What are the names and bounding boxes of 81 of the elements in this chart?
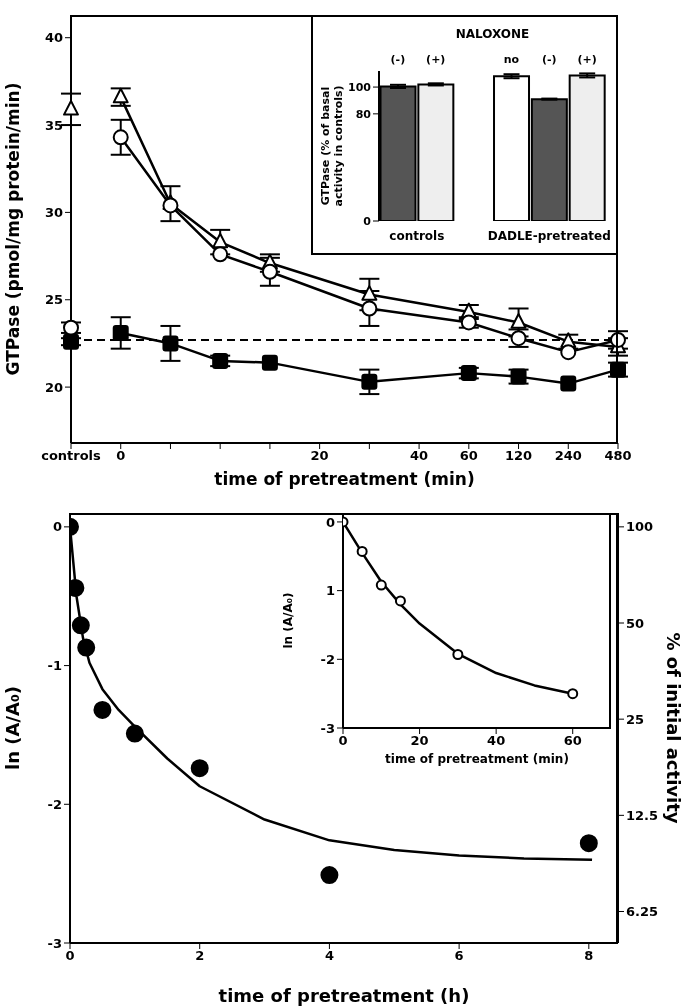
- x-tick-label: 40: [487, 733, 506, 749]
- x-tick-label: 480: [604, 448, 632, 464]
- x-tick-label: 120: [504, 448, 533, 464]
- x-tick-label: 8: [584, 948, 594, 964]
- x-tick-label: (+): [577, 53, 597, 66]
- x-tick-label: controls: [41, 448, 102, 464]
- x-tick-label: 240: [554, 448, 582, 464]
- point: [212, 246, 229, 263]
- x-tick-label: 20: [410, 733, 429, 749]
- x-axis-title: time of pretreatment (min): [214, 469, 475, 489]
- point: [212, 232, 229, 249]
- y-axis-title: ln (A/A₀): [281, 592, 296, 649]
- x-tick-label: 40: [410, 448, 429, 464]
- x-tick-label: 0: [116, 448, 126, 464]
- point: [162, 197, 179, 214]
- point: [261, 263, 278, 280]
- y-tick-label: 30: [44, 205, 63, 221]
- y-axis-title: GTPase (pmol/mg protein/min): [3, 82, 24, 376]
- x-tick-label: 0: [338, 733, 348, 749]
- point: [452, 649, 464, 660]
- x-tick-label: (-): [541, 53, 557, 66]
- chart-title: NALOXONE: [454, 27, 531, 41]
- y-axis-title: GTPase (% of basal activity in controls): [319, 85, 345, 207]
- y-tick-label: 35: [44, 117, 63, 133]
- point: [361, 300, 378, 317]
- point: [125, 724, 144, 743]
- point: [112, 324, 129, 341]
- y2-tick-label: 25: [626, 711, 645, 727]
- point: [63, 333, 79, 350]
- annotation: DADLE-pretreated: [486, 229, 612, 243]
- y-tick-label: -2: [320, 651, 335, 667]
- point: [77, 638, 96, 657]
- point: [320, 866, 339, 885]
- y2-tick-label: 50: [626, 615, 645, 631]
- x-tick-label: 0: [65, 948, 75, 964]
- point: [261, 354, 278, 371]
- point: [356, 545, 368, 557]
- x-tick-label: 60: [459, 448, 478, 464]
- point: [579, 834, 598, 853]
- point: [510, 313, 527, 329]
- point: [560, 344, 577, 361]
- x-axis-title: time of pretreatment (min): [385, 752, 569, 766]
- point: [361, 373, 378, 390]
- x-tick-label: 2: [195, 948, 205, 964]
- point: [162, 335, 179, 352]
- point: [361, 285, 378, 301]
- annotation: controls: [389, 229, 445, 243]
- x-tick-label: no: [503, 53, 520, 66]
- y-tick-label: 0: [325, 514, 335, 530]
- y-tick-label: -1: [47, 658, 62, 674]
- y-tick-label: 40: [44, 30, 63, 46]
- y2-tick-label: 6.25: [626, 904, 659, 920]
- x-tick-label: (+): [426, 53, 446, 66]
- point: [112, 129, 129, 146]
- y-tick-label: -3: [320, 720, 335, 736]
- point: [93, 700, 112, 719]
- point: [560, 375, 577, 392]
- y2-axis-title: % of initial activity: [662, 632, 684, 824]
- point: [63, 99, 79, 116]
- x-tick-label: 4: [324, 948, 334, 964]
- point: [394, 595, 406, 607]
- y-tick-label: 100: [348, 80, 372, 94]
- y-tick-label: -3: [47, 935, 62, 951]
- y2-tick-label: 100: [626, 519, 654, 535]
- y-tick-label: -2: [47, 796, 62, 812]
- x-tick-label: 6: [454, 948, 464, 964]
- y-tick-label: 0: [363, 214, 372, 228]
- y-tick-label: 80: [355, 107, 372, 121]
- y-tick-label: 0: [52, 519, 62, 535]
- y-tick-label: 25: [44, 292, 63, 308]
- x-tick-label: (-): [390, 53, 406, 66]
- y-axis-title: ln (A/A₀): [2, 685, 24, 771]
- x-axis-title: time of pretreatment (h): [218, 985, 470, 1006]
- point: [375, 579, 387, 591]
- point: [71, 616, 90, 635]
- y-tick-label: 1: [325, 583, 335, 599]
- x-tick-label: 60: [563, 733, 582, 749]
- y-tick-label: 20: [44, 379, 63, 395]
- point: [567, 688, 579, 700]
- point: [190, 759, 209, 778]
- y2-tick-label: 12.5: [626, 807, 659, 823]
